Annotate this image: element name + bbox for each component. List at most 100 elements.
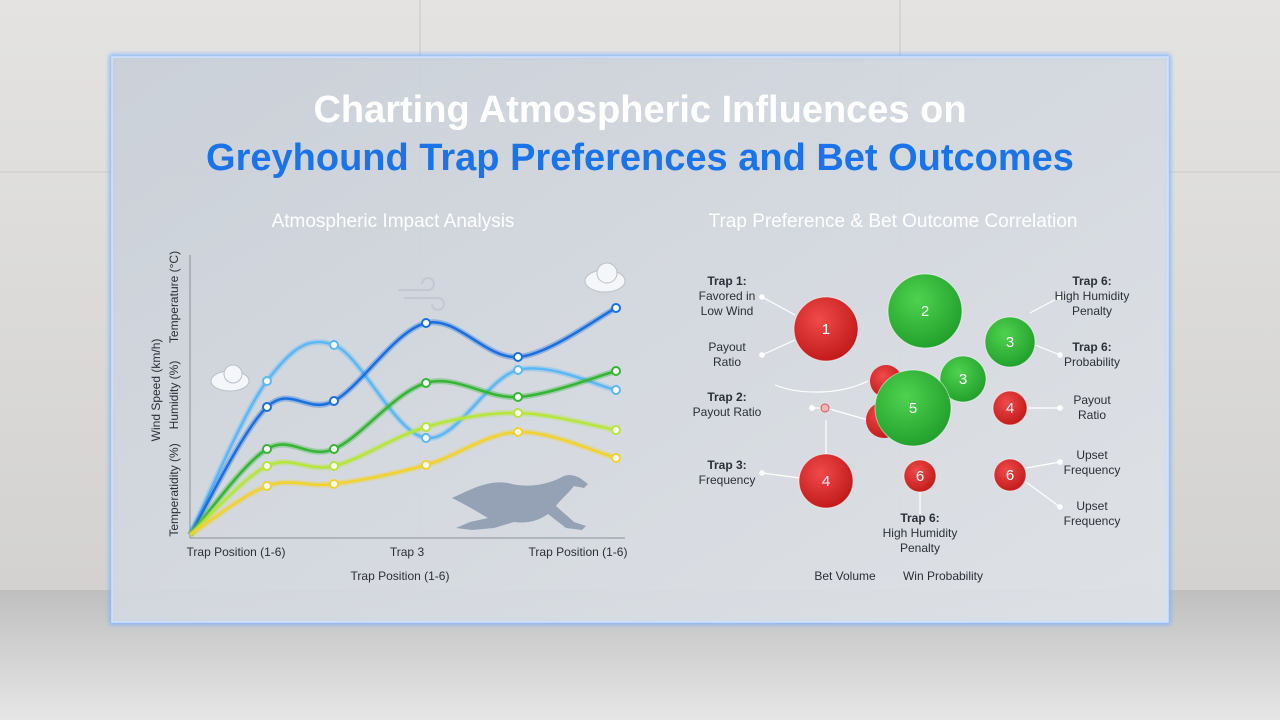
connector — [1029, 296, 1061, 314]
bubble — [887, 273, 963, 349]
annotation: Trap 6: — [1072, 340, 1111, 354]
curve-node — [421, 318, 431, 328]
annotation: Penalty — [1072, 304, 1112, 318]
annotation: Trap 1: — [707, 274, 746, 288]
curve — [189, 411, 617, 536]
y-label: Wind Speed (km/h) — [149, 339, 163, 442]
connector-dot — [1057, 294, 1063, 300]
annotation: Frequency — [1064, 463, 1121, 477]
annotation: Penalty — [900, 541, 940, 555]
connector-dot — [809, 405, 815, 411]
connector-dot — [1057, 405, 1063, 411]
annotation: Payout — [708, 340, 746, 354]
connector — [774, 380, 869, 393]
annotation: Upset — [1076, 499, 1108, 513]
footer-label: Bet Volume — [814, 569, 876, 583]
curve-node — [329, 340, 339, 350]
x-label: Trap Position (1-6) — [529, 545, 628, 559]
connector-dot — [1057, 504, 1063, 510]
curve-node — [611, 453, 621, 463]
curve-node — [513, 365, 523, 375]
y-label: Temperature (°C) — [167, 251, 181, 343]
curve-node — [262, 402, 272, 412]
connector — [761, 339, 796, 356]
connector-dot — [759, 294, 765, 300]
connector — [1025, 481, 1061, 508]
curve-node — [262, 481, 272, 491]
annotation: Trap 6: — [900, 511, 939, 525]
bubble — [993, 458, 1027, 492]
y-label: Humidity (%) — [167, 361, 181, 430]
annotation: Trap 2: — [707, 390, 746, 404]
marker-dot — [820, 403, 830, 413]
bubble — [984, 316, 1036, 368]
connector-dot — [1057, 352, 1063, 358]
curve-node — [421, 460, 431, 470]
annotation: Ratio — [713, 355, 741, 369]
right-title: Trap Preference & Bet Outcome Correlatio… — [709, 211, 1078, 232]
curve-node — [329, 396, 339, 406]
curve-node — [611, 303, 621, 313]
curve-node — [513, 408, 523, 418]
curve-node — [329, 461, 339, 471]
annotation: Frequency — [699, 473, 756, 487]
curve-node — [513, 352, 523, 362]
bubble-label: 5 — [909, 400, 917, 417]
greyhound-icon — [452, 475, 588, 530]
curve-node — [611, 425, 621, 435]
footer-label: Win Probability — [903, 569, 983, 583]
curve-node — [513, 427, 523, 437]
connector-dot — [1057, 459, 1063, 465]
bubble-label: 3 — [959, 371, 967, 388]
curve-node — [611, 385, 621, 395]
curve — [189, 369, 617, 536]
bubble-label: 1 — [822, 321, 830, 338]
y-label: Temperatidity (%) — [167, 443, 181, 536]
bubble — [939, 355, 987, 403]
annotation: Upset — [1076, 448, 1108, 462]
curve — [188, 306, 617, 536]
annotation: High Humidity — [1055, 289, 1130, 303]
x-label: Trap Position (1-6) — [187, 545, 286, 559]
wind-icon — [398, 277, 445, 311]
connector-dot — [759, 352, 765, 358]
curve-node — [421, 378, 431, 388]
bubble — [903, 459, 937, 493]
curve — [189, 430, 617, 537]
connector — [761, 296, 796, 316]
annotation: Trap 3: — [707, 458, 746, 472]
x-label: Trap 3 — [390, 545, 425, 559]
annotation: Trap 6: — [1072, 274, 1111, 288]
annotation: Low Wind — [701, 304, 754, 318]
curve-node — [262, 376, 272, 386]
connector — [1034, 344, 1061, 356]
bubble — [793, 296, 859, 362]
curve-node — [262, 461, 272, 471]
annotation: Favored in — [699, 289, 756, 303]
annotation: Frequency — [1064, 514, 1121, 528]
annotation: Probability — [1064, 355, 1120, 369]
title-line-2: Greyhound Trap Preferences and Bet Outco… — [206, 137, 1074, 179]
curve-node — [329, 444, 339, 454]
cloud-icon — [210, 262, 626, 392]
curve-node — [611, 366, 621, 376]
line-chart: Wind Speed (km/h) Humidity (%) Temperatu… — [149, 251, 627, 583]
title-line-1: Charting Atmospheric Influences on — [313, 89, 966, 131]
annotation: Payout — [1073, 393, 1111, 407]
connector-dot — [759, 470, 765, 476]
x-title: Trap Position (1-6) — [351, 569, 450, 583]
bubble — [874, 369, 952, 447]
bubble-label: 6 — [1006, 467, 1014, 484]
connector — [761, 472, 801, 479]
curve-node — [421, 433, 431, 443]
bubble-label: 3 — [1006, 334, 1014, 351]
curve-node — [262, 444, 272, 454]
bubble-label: 4 — [1006, 400, 1014, 417]
annotation: Payout Ratio — [693, 405, 762, 419]
bubble-label: 6 — [916, 468, 924, 485]
curve-node — [329, 479, 339, 489]
left-title: Atmospheric Impact Analysis — [272, 211, 515, 232]
